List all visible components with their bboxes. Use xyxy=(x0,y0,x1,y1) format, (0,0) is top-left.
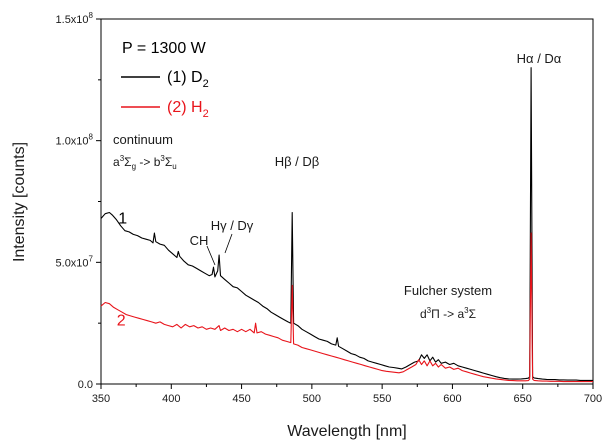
y-tick-label: 1.5x108 xyxy=(56,11,94,26)
series-label-d2: 1 xyxy=(118,210,127,227)
series-layer xyxy=(100,67,593,383)
annotation-continuum-title: continuum xyxy=(113,132,173,147)
x-tick-label: 600 xyxy=(443,393,461,405)
annotation-fulcher-title: Fulcher system xyxy=(404,283,492,298)
x-tick-label: 500 xyxy=(303,393,321,405)
x-tick-label: 400 xyxy=(162,393,180,405)
series-line-h2 xyxy=(100,232,593,383)
x-tick-label: 550 xyxy=(373,393,391,405)
legend-label-d2: (1) D2 xyxy=(167,69,209,90)
y-axis-title: Intensity [counts] xyxy=(11,142,28,262)
x-tick-label: 350 xyxy=(92,393,110,405)
y-tick-label: 1.0x108 xyxy=(56,133,94,148)
y-axis-ticks: 0.0 5.0x107 1.0x108 1.5x108 xyxy=(56,11,101,391)
series-label-h2: 2 xyxy=(117,313,126,330)
series-line-d2 xyxy=(100,67,593,381)
annotation-ch-pointer xyxy=(206,245,216,266)
y-tick-label: 5.0x107 xyxy=(56,254,94,269)
legend-header: P = 1300 W xyxy=(122,40,207,57)
annotation-h-beta: Hβ / Dβ xyxy=(275,154,320,169)
annotation-h-gamma: Hγ / Dγ xyxy=(211,218,254,233)
annotation-ch: CH xyxy=(190,233,209,248)
annotation-h-alpha: Hα / Dα xyxy=(517,51,562,66)
annotation-h-gamma-pointer xyxy=(224,233,233,254)
legend-label-h2: (2) H2 xyxy=(167,99,209,120)
x-axis-title: Wavelength [nm] xyxy=(287,423,406,440)
annotation-fulcher-transition: d3Π -> a3Σ xyxy=(420,306,476,321)
legend: P = 1300 W (1) D2 (2) H2 xyxy=(121,40,209,120)
y-tick-label: 0.0 xyxy=(78,379,93,391)
x-tick-label: 650 xyxy=(514,393,532,405)
x-axis-ticks: 350 400 450 500 550 600 650 700 xyxy=(92,384,602,405)
x-tick-label: 450 xyxy=(232,393,250,405)
x-tick-label: 700 xyxy=(584,393,602,405)
